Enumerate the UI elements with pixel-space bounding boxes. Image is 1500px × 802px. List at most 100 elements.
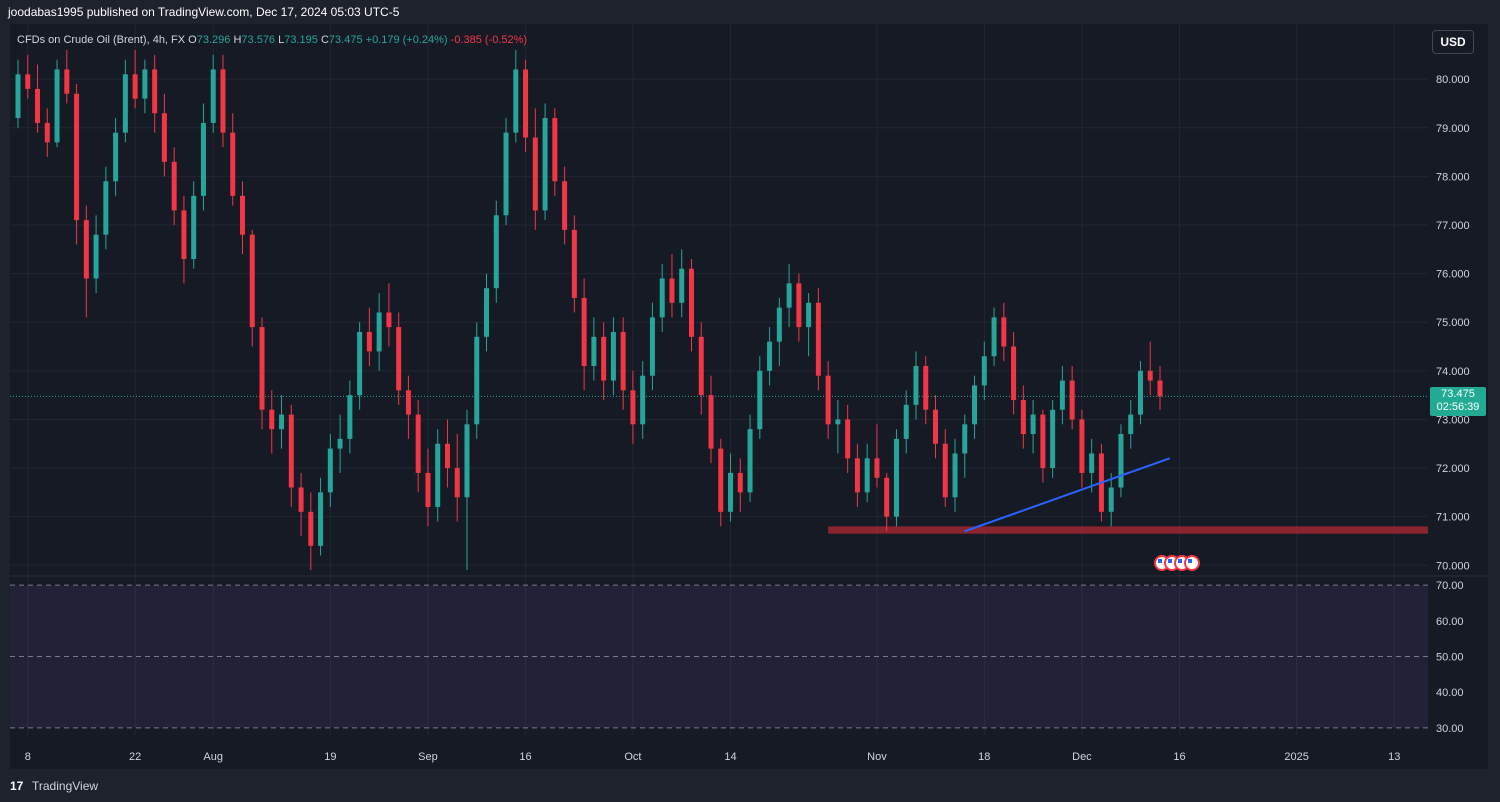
tradingview-logo-icon[interactable]: 17 (10, 779, 24, 793)
candle-body (288, 414, 294, 488)
candle-body (269, 409, 275, 430)
high-value: 73.576 (241, 34, 276, 46)
support-zone (828, 526, 1428, 534)
candle-body (513, 69, 519, 133)
candle-body (220, 69, 226, 133)
candle-body (347, 395, 353, 439)
candle-body (454, 468, 460, 498)
candle-body (376, 312, 382, 352)
time-tick-label: 19 (324, 751, 336, 763)
candle-body (708, 395, 714, 449)
publisher-line: joodabas1995 published on TradingView.co… (8, 5, 400, 19)
candle-body (806, 302, 812, 328)
candle-body (1040, 414, 1046, 469)
candle-body (279, 414, 285, 430)
oscillator-tick-label: 70.00 (1436, 580, 1464, 592)
candle-body (113, 132, 119, 182)
candle-body (1030, 414, 1036, 435)
candle-body (571, 229, 577, 298)
candle-body (659, 278, 665, 318)
candle-body (142, 69, 148, 99)
oscillator-tick-label: 40.00 (1436, 687, 1464, 699)
candle-body (474, 336, 480, 425)
candle-body (913, 365, 919, 405)
oscillator-tick-label: 50.00 (1436, 652, 1464, 664)
oscillator-band (10, 585, 1428, 728)
candle-body (493, 215, 499, 289)
time-tick-label: 18 (978, 751, 990, 763)
candle-body (103, 181, 109, 235)
candle-body (161, 113, 167, 162)
candle-body (776, 307, 782, 342)
footer-brand[interactable]: TradingView (32, 779, 99, 793)
price-tick-label: 75.000 (1436, 317, 1470, 329)
candle-body (523, 69, 529, 138)
candle-body (591, 336, 597, 366)
candle-body (747, 429, 753, 493)
candle-body (298, 487, 304, 512)
time-tick-label: 13 (1388, 751, 1400, 763)
candle-body (688, 268, 694, 337)
candle-body (610, 331, 616, 381)
candle-body (1050, 409, 1056, 469)
candle-body (1147, 370, 1153, 381)
low-label: L (278, 34, 285, 46)
open-label: O (188, 34, 197, 46)
low-value: 73.195 (284, 34, 318, 46)
candle-body (1157, 380, 1163, 397)
price-tick-label: 70.000 (1436, 560, 1470, 572)
price-tick-label: 78.000 (1436, 171, 1470, 183)
last-price-tag: 73.475 02:56:39 (1430, 387, 1486, 416)
candle-body (1059, 380, 1065, 410)
oscillator-tick-label: 60.00 (1436, 616, 1464, 628)
candle-body (15, 74, 21, 119)
time-tick-label: 22 (129, 751, 141, 763)
candle-body (845, 419, 851, 459)
candle-body (972, 385, 978, 425)
candle-body (532, 137, 538, 211)
currency-button[interactable]: USD (1432, 30, 1474, 54)
time-tick-label: 16 (1173, 751, 1185, 763)
candle-body (640, 375, 646, 425)
price-tick-label: 80.000 (1436, 74, 1470, 86)
candle-body (825, 375, 831, 425)
candle-body (552, 118, 558, 182)
symbol-label[interactable]: CFDs on Crude Oil (Brent), 4h, FX (17, 34, 186, 46)
ohlc-legend: CFDs on Crude Oil (Brent), 4h, FX O73.29… (17, 34, 527, 46)
candle-body (74, 93, 80, 221)
price-tick-label: 79.000 (1436, 123, 1470, 135)
candle-body (728, 472, 734, 512)
candle-body (903, 404, 909, 439)
candle-body (562, 181, 568, 230)
candle-body (796, 283, 802, 328)
candle-body (210, 69, 216, 123)
candle-body (181, 210, 187, 260)
footer: 17 TradingView (0, 775, 1500, 802)
oscillator-tick-label: 30.00 (1436, 723, 1464, 735)
candle-body (630, 390, 636, 425)
candle-body (83, 220, 89, 279)
bar-countdown: 02:56:39 (1436, 401, 1480, 413)
candle-body (786, 283, 792, 308)
candle-body (425, 472, 431, 507)
price-tick-label: 74.000 (1436, 366, 1470, 378)
candle-body (503, 132, 509, 216)
candle-body (854, 458, 860, 493)
candle-body (191, 195, 197, 260)
candle-body (542, 118, 548, 211)
candle-body (357, 331, 363, 396)
candle-body (239, 195, 245, 235)
candle-body (435, 443, 441, 507)
price-tick-label: 76.000 (1436, 269, 1470, 281)
time-tick-label: 16 (519, 751, 531, 763)
price-tick-label: 71.000 (1436, 512, 1470, 524)
time-tick-label: Dec (1072, 751, 1092, 763)
us-event-flag-icon (1184, 555, 1200, 571)
candle-body (318, 492, 324, 546)
candle-body (132, 74, 138, 99)
candle-body (444, 443, 450, 469)
time-tick-label: Oct (624, 751, 641, 763)
candle-body (54, 69, 60, 143)
candle-body (337, 438, 343, 449)
